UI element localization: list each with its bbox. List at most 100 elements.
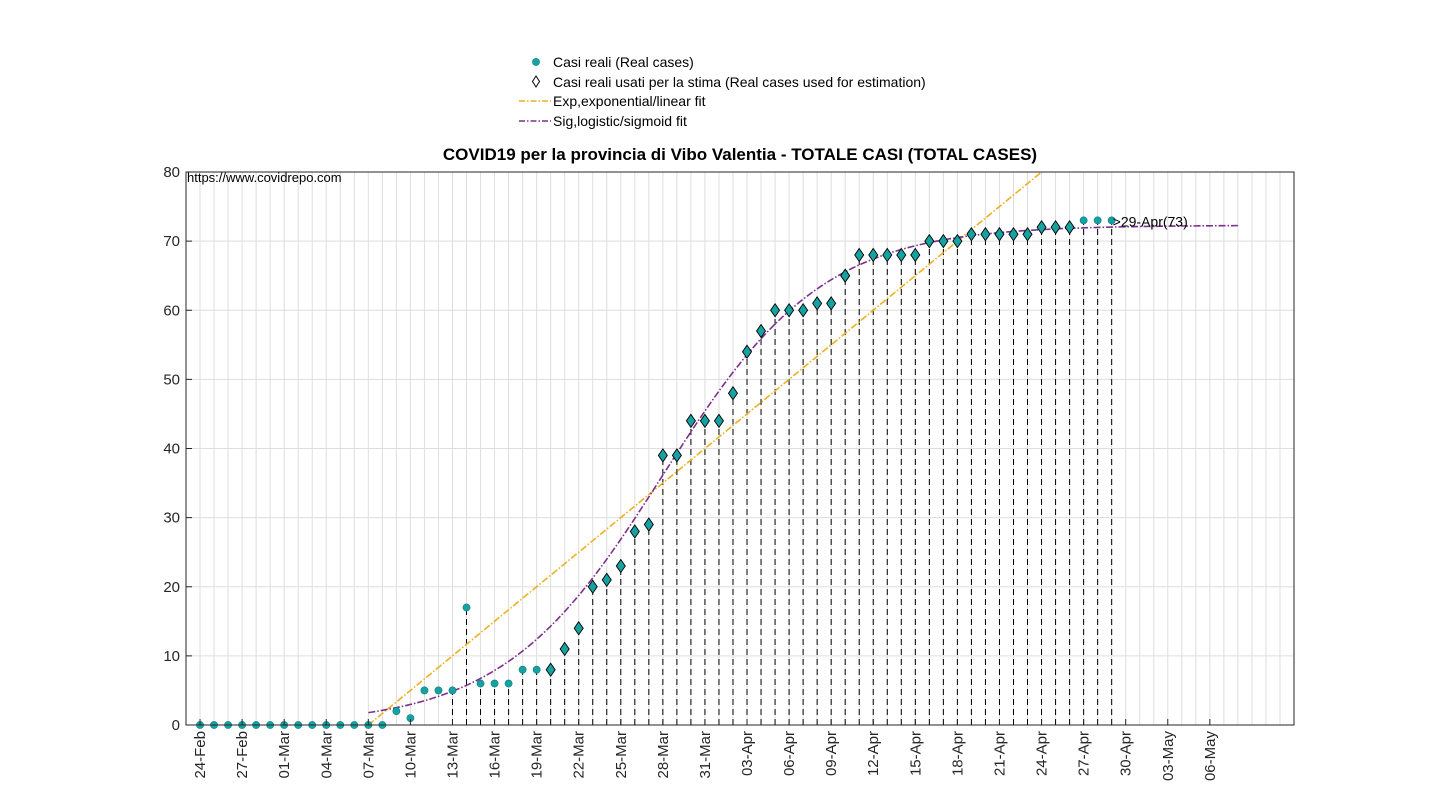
y-tick-label: 80 bbox=[163, 164, 180, 181]
y-tick-label: 40 bbox=[163, 441, 180, 458]
real-case-point bbox=[1079, 216, 1088, 225]
x-tick-label: 30-Apr bbox=[1118, 731, 1135, 776]
x-tick-label: 06-May bbox=[1202, 731, 1219, 782]
x-tick-label: 03-May bbox=[1160, 731, 1177, 782]
y-axis-ticks: 0 10 20 30 40 50 60 70 80 bbox=[163, 164, 192, 734]
estimation-point bbox=[910, 247, 921, 263]
legend-marker-real bbox=[532, 58, 540, 66]
estimation-point bbox=[755, 323, 767, 339]
estimation-point bbox=[840, 268, 851, 283]
exp-fit-line bbox=[367, 171, 1043, 726]
x-tick-label: 10-Mar bbox=[402, 731, 419, 779]
x-tick-label: 07-Mar bbox=[360, 731, 377, 779]
x-tick-label: 12-Apr bbox=[865, 731, 882, 776]
x-tick-label: 22-Mar bbox=[571, 731, 588, 779]
estimation-point bbox=[1036, 220, 1047, 235]
estimation-point bbox=[685, 413, 696, 429]
estimation-point bbox=[559, 641, 570, 657]
real-case-point bbox=[420, 686, 429, 695]
y-tick-label: 70 bbox=[163, 233, 180, 250]
y-tick-label: 20 bbox=[163, 579, 180, 596]
x-tick-label: 18-Apr bbox=[949, 731, 966, 776]
x-tick-label: 27-Apr bbox=[1076, 731, 1093, 776]
estimation-point bbox=[587, 579, 598, 595]
x-tick-label: 31-Mar bbox=[697, 731, 714, 779]
real-case-point bbox=[504, 679, 513, 688]
estimation-point bbox=[741, 344, 753, 360]
estimation-point bbox=[882, 247, 893, 263]
x-tick-label: 06-Apr bbox=[781, 731, 798, 776]
real-case-point bbox=[518, 665, 527, 674]
estimation-point bbox=[671, 448, 682, 463]
sig-fit-line bbox=[368, 224, 1238, 714]
real-case-point bbox=[490, 679, 499, 688]
estimation-point bbox=[1064, 220, 1075, 235]
estimation-point bbox=[896, 247, 907, 263]
estimation-point bbox=[727, 385, 739, 401]
estimation-point bbox=[868, 247, 879, 263]
x-tick-label: 24-Feb bbox=[192, 731, 209, 779]
estimation-point bbox=[629, 524, 640, 539]
x-tick-label: 15-Apr bbox=[907, 731, 924, 776]
chart-title: COVID19 per la provincia di Vibo Valenti… bbox=[443, 145, 1037, 164]
x-tick-label: 24-Apr bbox=[1034, 731, 1051, 776]
fit-lines bbox=[367, 171, 1238, 726]
x-axis-ticks: 24-Feb 27-Feb 01-Mar 04-Mar 07-Mar 10-Mar 13-M… bbox=[192, 719, 1219, 781]
estimation-point bbox=[826, 296, 837, 311]
x-tick-label: 16-Mar bbox=[487, 731, 504, 779]
estimation-point bbox=[966, 226, 977, 242]
real-case-point bbox=[434, 686, 443, 695]
x-tick-label: 03-Apr bbox=[739, 731, 756, 776]
estimation-point bbox=[938, 233, 949, 249]
x-tick-label: 13-Mar bbox=[444, 731, 461, 779]
x-tick-label: 21-Apr bbox=[991, 731, 1008, 776]
estimation-point bbox=[952, 233, 963, 249]
y-tick-label: 60 bbox=[163, 302, 180, 319]
legend-label-exp: Exp,exponential/linear fit bbox=[553, 93, 706, 109]
estimation-point bbox=[545, 662, 556, 677]
estimation-point bbox=[924, 233, 935, 249]
estimation-point bbox=[994, 226, 1005, 242]
x-tick-label: 09-Apr bbox=[823, 731, 840, 776]
estimation-point bbox=[573, 620, 584, 636]
legend-marker-estimation bbox=[531, 75, 541, 88]
estimation-point bbox=[699, 413, 710, 429]
real-case-point bbox=[392, 707, 401, 716]
x-tick-label: 27-Feb bbox=[234, 731, 251, 779]
real-case-point bbox=[448, 686, 457, 695]
y-tick-label: 50 bbox=[163, 371, 180, 388]
legend-label-sig: Sig,logistic/sigmoid fit bbox=[553, 113, 687, 129]
source-url: https://www.covidrepo.com bbox=[187, 170, 342, 185]
legend-label-estimation: Casi reali usati per la stima (Real case… bbox=[553, 74, 926, 90]
y-tick-label: 0 bbox=[172, 717, 180, 734]
estimation-point bbox=[798, 302, 809, 318]
stem-lines bbox=[451, 220, 1113, 725]
real-case-point bbox=[476, 679, 485, 688]
x-tick-label: 25-Mar bbox=[613, 731, 630, 779]
estimation-point bbox=[1022, 226, 1033, 242]
estimation-point bbox=[601, 572, 612, 588]
estimation-point bbox=[812, 296, 823, 311]
real-case-point bbox=[1093, 216, 1102, 225]
legend: Casi reali (Real cases) Casi reali usati… bbox=[519, 54, 926, 129]
estimation-point bbox=[713, 413, 725, 429]
estimation-point bbox=[643, 517, 654, 532]
estimation-point bbox=[657, 448, 668, 463]
estimation-point bbox=[980, 226, 991, 242]
estimation-point bbox=[854, 247, 865, 263]
legend-label-real: Casi reali (Real cases) bbox=[553, 54, 694, 70]
x-tick-label: 04-Mar bbox=[318, 731, 335, 779]
horizontal-grid bbox=[186, 240, 1294, 657]
y-tick-label: 30 bbox=[163, 510, 180, 527]
x-tick-label: 19-Mar bbox=[529, 731, 546, 779]
real-case-point bbox=[532, 665, 541, 674]
estimation-point bbox=[1008, 226, 1019, 242]
estimation-point bbox=[770, 302, 781, 318]
last-point-annotation: >29-Apr(73) bbox=[1113, 213, 1188, 229]
real-case-point bbox=[1107, 216, 1116, 225]
real-case-point bbox=[462, 603, 471, 612]
estimation-point bbox=[784, 302, 795, 318]
estimation-point bbox=[615, 558, 626, 574]
y-tick-label: 10 bbox=[163, 648, 180, 665]
